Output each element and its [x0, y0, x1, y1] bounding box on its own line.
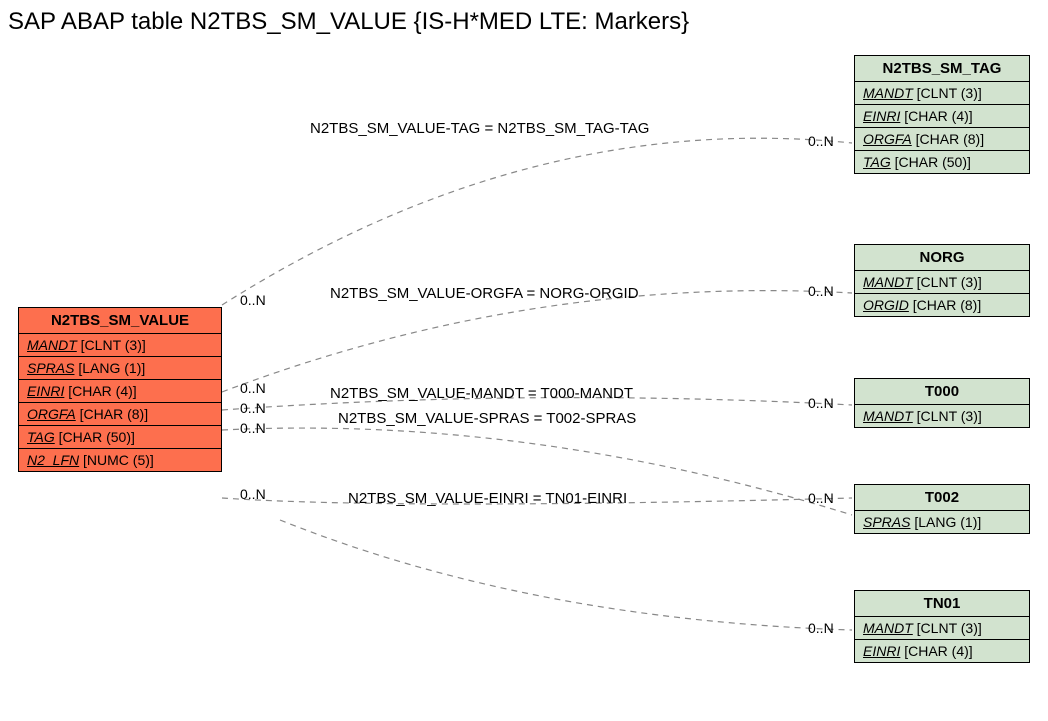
cardinality-left: 0..N — [240, 420, 266, 436]
field-name: MANDT — [863, 408, 913, 424]
field-type: [CHAR (4)] — [64, 383, 136, 399]
entity-n2tbs_sm_tag: N2TBS_SM_TAGMANDT [CLNT (3)]EINRI [CHAR … — [854, 55, 1030, 174]
field-name: EINRI — [863, 643, 900, 659]
field-type: [CHAR (8)] — [912, 131, 984, 147]
entity-field: TAG [CHAR (50)] — [855, 151, 1029, 173]
cardinality-left: 0..N — [240, 292, 266, 308]
field-type: [CLNT (3)] — [913, 274, 982, 290]
field-name: MANDT — [27, 337, 77, 353]
entity-field: N2_LFN [NUMC (5)] — [19, 449, 221, 471]
entity-field: ORGFA [CHAR (8)] — [855, 128, 1029, 151]
field-name: TAG — [863, 154, 891, 170]
entity-header: T002 — [855, 485, 1029, 511]
field-type: [CLNT (3)] — [913, 620, 982, 636]
field-name: MANDT — [863, 85, 913, 101]
field-type: [NUMC (5)] — [79, 452, 154, 468]
field-name: ORGID — [863, 297, 909, 313]
entity-header: NORG — [855, 245, 1029, 271]
entity-t000: T000MANDT [CLNT (3)] — [854, 378, 1030, 428]
entity-field: MANDT [CLNT (3)] — [855, 617, 1029, 640]
entity-field: ORGFA [CHAR (8)] — [19, 403, 221, 426]
cardinality-left: 0..N — [240, 380, 266, 396]
field-name: MANDT — [863, 620, 913, 636]
entity-field: EINRI [CHAR (4)] — [19, 380, 221, 403]
field-type: [CHAR (4)] — [900, 108, 972, 124]
field-type: [CHAR (8)] — [909, 297, 981, 313]
field-name: SPRAS — [863, 514, 910, 530]
entity-field: MANDT [CLNT (3)] — [855, 405, 1029, 427]
field-type: [CHAR (4)] — [900, 643, 972, 659]
cardinality-right: 0..N — [808, 395, 834, 411]
field-name: EINRI — [863, 108, 900, 124]
field-type: [CLNT (3)] — [913, 408, 982, 424]
entity-header: N2TBS_SM_TAG — [855, 56, 1029, 82]
entity-field: EINRI [CHAR (4)] — [855, 640, 1029, 662]
entity-field: MANDT [CLNT (3)] — [855, 82, 1029, 105]
cardinality-right: 0..N — [808, 490, 834, 506]
entity-field: SPRAS [LANG (1)] — [19, 357, 221, 380]
field-name: ORGFA — [863, 131, 912, 147]
cardinality-right: 0..N — [808, 283, 834, 299]
field-name: TAG — [27, 429, 55, 445]
entity-field: EINRI [CHAR (4)] — [855, 105, 1029, 128]
entity-norg: NORGMANDT [CLNT (3)]ORGID [CHAR (8)] — [854, 244, 1030, 317]
field-name: ORGFA — [27, 406, 76, 422]
entity-header: N2TBS_SM_VALUE — [19, 308, 221, 334]
cardinality-right: 0..N — [808, 620, 834, 636]
field-type: [LANG (1)] — [74, 360, 145, 376]
edge-label: N2TBS_SM_VALUE-EINRI = TN01-EINRI — [348, 490, 627, 507]
entity-n2tbs_sm_value: N2TBS_SM_VALUEMANDT [CLNT (3)]SPRAS [LAN… — [18, 307, 222, 472]
edge-label: N2TBS_SM_VALUE-ORGFA = NORG-ORGID — [330, 285, 639, 302]
field-name: EINRI — [27, 383, 64, 399]
edge-line — [280, 520, 852, 630]
diagram-title: SAP ABAP table N2TBS_SM_VALUE {IS-H*MED … — [8, 8, 689, 36]
entity-header: TN01 — [855, 591, 1029, 617]
field-type: [CHAR (50)] — [891, 154, 971, 170]
edge-label: N2TBS_SM_VALUE-TAG = N2TBS_SM_TAG-TAG — [310, 120, 649, 137]
field-type: [LANG (1)] — [910, 514, 981, 530]
field-type: [CHAR (50)] — [55, 429, 135, 445]
field-type: [CHAR (8)] — [76, 406, 148, 422]
cardinality-left: 0..N — [240, 486, 266, 502]
cardinality-right: 0..N — [808, 133, 834, 149]
entity-header: T000 — [855, 379, 1029, 405]
entity-t002: T002SPRAS [LANG (1)] — [854, 484, 1030, 534]
field-type: [CLNT (3)] — [77, 337, 146, 353]
field-type: [CLNT (3)] — [913, 85, 982, 101]
entity-field: TAG [CHAR (50)] — [19, 426, 221, 449]
field-name: N2_LFN — [27, 452, 79, 468]
edge-label: N2TBS_SM_VALUE-MANDT = T000-MANDT — [330, 385, 633, 402]
field-name: MANDT — [863, 274, 913, 290]
entity-tn01: TN01MANDT [CLNT (3)]EINRI [CHAR (4)] — [854, 590, 1030, 663]
entity-field: MANDT [CLNT (3)] — [855, 271, 1029, 294]
field-name: SPRAS — [27, 360, 74, 376]
entity-field: MANDT [CLNT (3)] — [19, 334, 221, 357]
edge-line — [222, 291, 852, 392]
cardinality-left: 0..N — [240, 400, 266, 416]
edge-line — [222, 138, 852, 305]
entity-field: SPRAS [LANG (1)] — [855, 511, 1029, 533]
edge-label: N2TBS_SM_VALUE-SPRAS = T002-SPRAS — [338, 410, 636, 427]
entity-field: ORGID [CHAR (8)] — [855, 294, 1029, 316]
